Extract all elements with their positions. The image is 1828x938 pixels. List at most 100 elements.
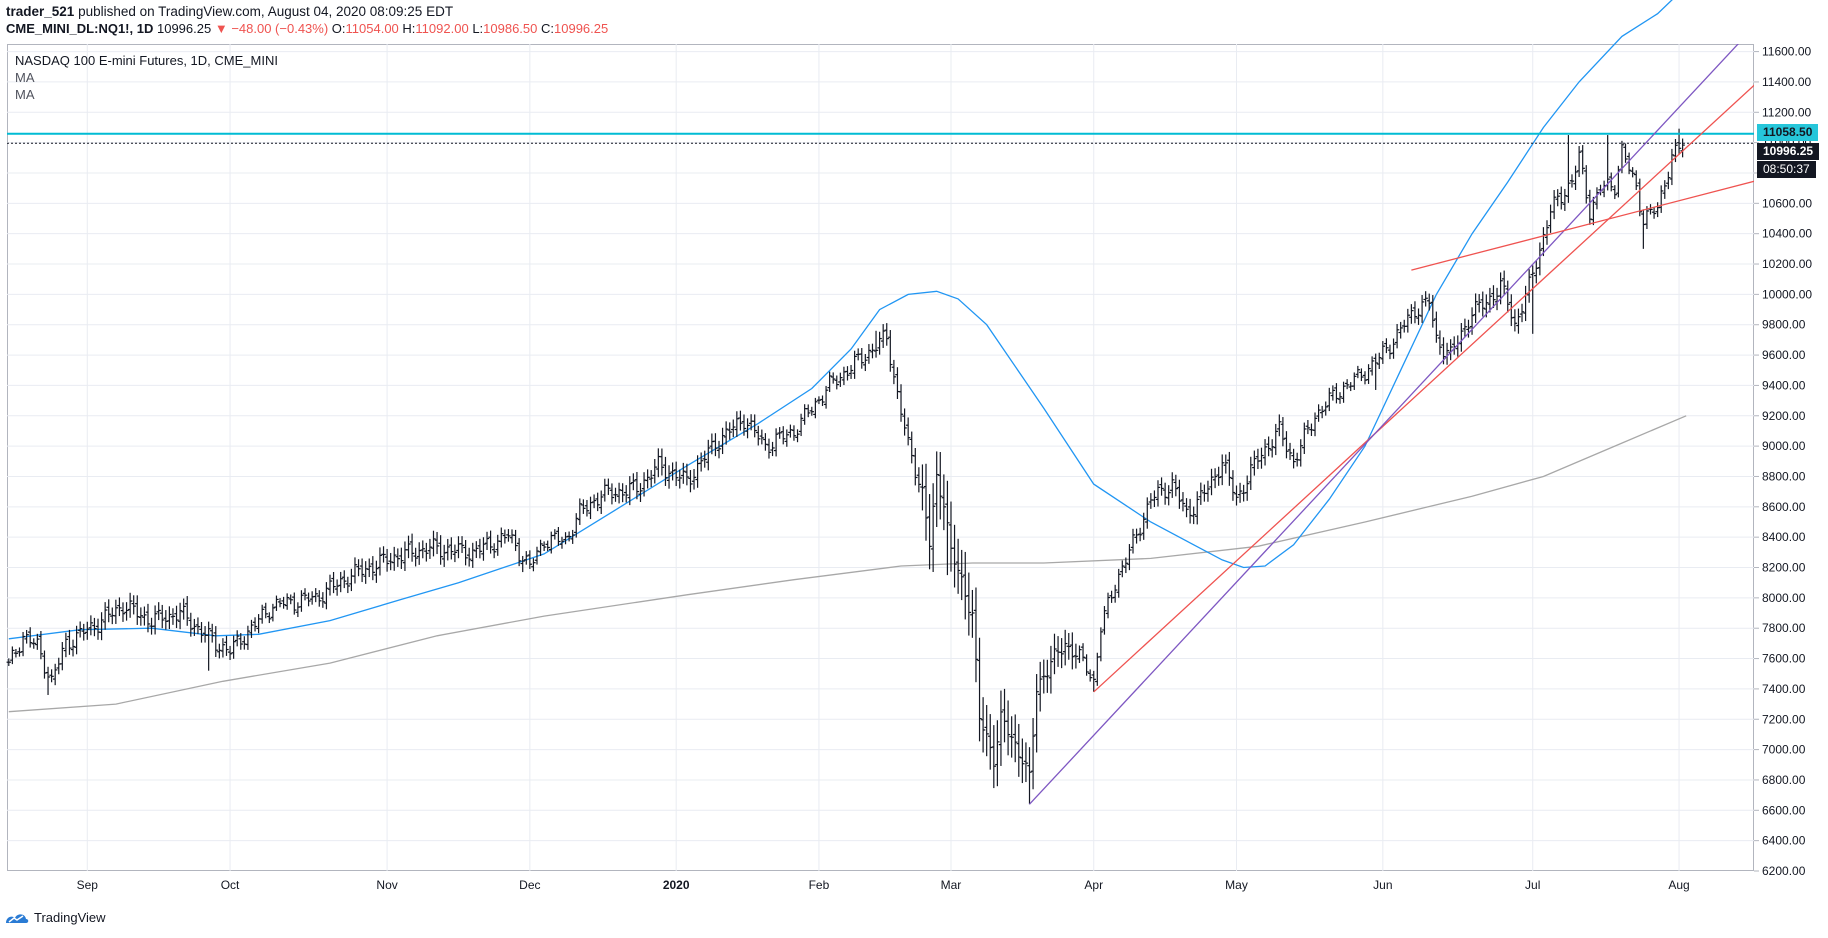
grid-lines [7, 44, 1754, 871]
ohlc-bar [1116, 568, 1121, 598]
ohlc-bar [1651, 206, 1657, 219]
ohlc-bar [1580, 145, 1585, 175]
ohlc-bar [938, 452, 943, 520]
ohlc-bar [1530, 265, 1535, 334]
ohlc-bar [952, 524, 957, 588]
ohlc-bar [731, 419, 736, 438]
ohlc-bar [1130, 528, 1136, 554]
ohlc-bar [845, 366, 850, 381]
ma-fast-line [8, 0, 1673, 640]
ohlc-bar [1609, 172, 1614, 192]
ohlc-bar [1105, 592, 1111, 619]
ohlc-bar [759, 429, 765, 445]
instrument-title[interactable]: NASDAQ 100 E-mini Futures, 1D, CME_MINI [15, 53, 278, 68]
ohlc-bar [884, 323, 889, 346]
ohlc-bar [527, 550, 533, 569]
ohlc-bar [252, 617, 258, 632]
y-tick-label: 8200.00 [1762, 561, 1806, 575]
ohlc-bar [848, 364, 854, 379]
high-label: H: [402, 21, 416, 36]
ohlc-bar [1626, 152, 1632, 175]
ohlc-bar [220, 638, 226, 658]
ohlc-bar [1098, 627, 1104, 662]
ohlc-bar [481, 537, 486, 561]
ohlc-bar [306, 592, 311, 607]
ohlc-bar [1494, 287, 1500, 311]
y-tick-label: 10600.00 [1762, 196, 1812, 210]
ohlc-bar [1312, 412, 1318, 437]
ohlc-bar [863, 354, 868, 372]
ohlc-bar [249, 619, 254, 638]
ohlc-bar [1155, 480, 1161, 507]
ohlc-bar [1316, 404, 1321, 422]
ohlc-bar [923, 463, 929, 541]
publisher-name[interactable]: trader_521 [6, 4, 75, 19]
ohlc-bar [841, 366, 847, 386]
ohlc-bar [42, 650, 47, 679]
ohlc-bar [127, 592, 133, 618]
ohlc-bar [613, 487, 618, 502]
y-tick-label: 9800.00 [1762, 318, 1806, 332]
ohlc-bar [131, 595, 136, 615]
y-tick-label: 11400.00 [1762, 75, 1811, 89]
ohlc-bar [698, 452, 704, 472]
bar-countdown-tag: 08:50:37 [1757, 161, 1816, 178]
ma-legend-1[interactable]: MA [15, 70, 35, 85]
ohlc-bar [138, 607, 144, 626]
ohlc-bar [916, 467, 922, 493]
ohlc-bar [773, 428, 779, 457]
ohlc-bar [963, 551, 968, 620]
ohlc-bar [584, 499, 590, 517]
ohlc-bar [1023, 742, 1029, 783]
ohlc-bar [1476, 294, 1482, 313]
ohlc-bar [838, 372, 843, 387]
ohlc-bar [1369, 356, 1375, 376]
ohlc-bar [1584, 165, 1589, 204]
close-value: 10996.25 [554, 21, 609, 36]
ohlc-bar [474, 541, 479, 559]
ohlc-bar [909, 431, 914, 464]
ohlc-bar [1230, 470, 1236, 501]
ohlc-bar [349, 568, 354, 592]
ohlc-bar [102, 602, 108, 630]
ohlc-bar [588, 496, 593, 520]
ohlc-bar [723, 421, 729, 445]
ohlc-bar [477, 538, 483, 559]
ohlc-bar [1448, 339, 1453, 361]
ohlc-bar [1102, 606, 1107, 635]
ohlc-bar [1548, 204, 1553, 233]
ohlc-bar [1073, 643, 1079, 669]
ohlc-bar [231, 635, 236, 659]
ohlc-bar [352, 557, 358, 584]
y-tick-label: 7400.00 [1762, 682, 1806, 696]
ohlc-bar [688, 470, 693, 493]
ohlc-bar [624, 485, 629, 503]
ohlc-bar [1273, 423, 1278, 456]
ohlc-bar [45, 666, 51, 695]
ohlc-bar [1534, 260, 1539, 284]
footer-brand[interactable]: TradingView [4, 910, 106, 925]
ohlc-bar [1416, 308, 1421, 325]
ohlc-bar [609, 483, 615, 505]
ohlc-bar [898, 384, 904, 422]
ohlc-bar [1259, 447, 1264, 469]
chart-pane[interactable] [7, 44, 1754, 871]
ohlc-bar [666, 465, 672, 489]
ohlc-bar [31, 638, 36, 649]
ohlc-bar [524, 551, 529, 565]
ohlc-bar [1487, 287, 1493, 313]
price-change: ▼ −48.00 (−0.43%) [214, 21, 329, 36]
ohlc-bar [1080, 643, 1086, 662]
ohlc-bar [77, 621, 83, 638]
ohlc-bar [1641, 209, 1646, 249]
ohlc-bar [570, 529, 575, 544]
ohlc-bar [1016, 723, 1021, 777]
ohlc-bar [60, 642, 65, 671]
ma-legend-2[interactable]: MA [15, 87, 35, 102]
ohlc-bar [902, 408, 907, 436]
ohlc-bar [1623, 143, 1628, 163]
ohlc-bar [1352, 372, 1357, 390]
ohlc-bar [1112, 584, 1118, 603]
ohlc-bar [581, 499, 586, 514]
